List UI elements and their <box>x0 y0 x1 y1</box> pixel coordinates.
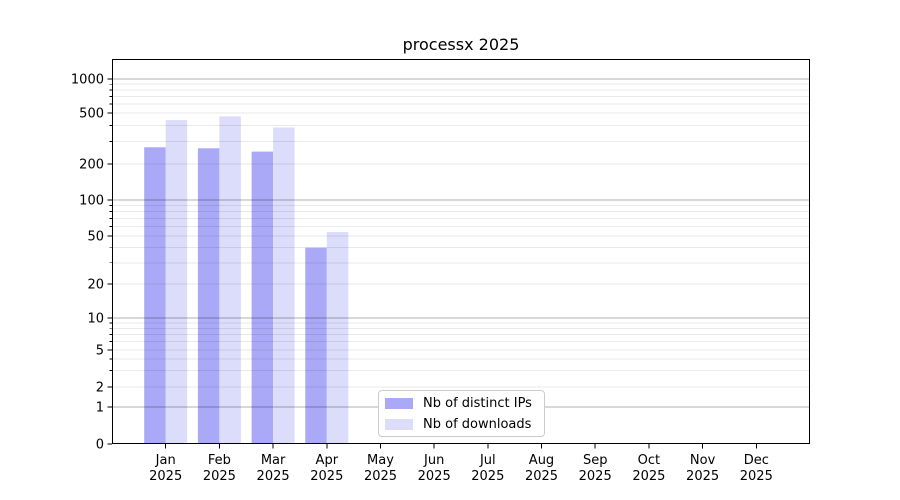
y-tick-label: 5 <box>96 344 104 359</box>
y-tick-label: 50 <box>87 230 104 245</box>
x-tick-label-month: Jun <box>423 453 444 468</box>
bar-downloads-apr <box>326 232 349 444</box>
y-tick-label: 20 <box>87 278 104 293</box>
legend-row-downloads: Nb of downloads <box>385 418 536 431</box>
x-tick-label-month: Dec <box>744 453 769 468</box>
x-tick-label-month: Nov <box>690 453 716 468</box>
y-tick-label: 100 <box>79 194 104 209</box>
x-tick-label-year: 2025 <box>418 469 451 484</box>
plot-border <box>112 59 810 444</box>
y-tick-label: 500 <box>79 107 104 122</box>
x-tick-label-year: 2025 <box>203 469 236 484</box>
legend-swatch-distinct-ips <box>385 397 413 409</box>
x-tick-label-month: Sep <box>583 453 608 468</box>
y-tick-label: 1 <box>96 401 104 416</box>
y-tick-label: 2 <box>96 381 104 396</box>
bar-distinct-ips-jan <box>144 147 166 445</box>
legend-label-distinct-ips: Nb of distinct IPs <box>423 395 532 411</box>
x-tick-label-month: Jan <box>155 453 176 468</box>
legend: Nb of distinct IPs Nb of downloads <box>378 390 545 437</box>
x-tick-label-month: Mar <box>261 453 286 468</box>
x-tick-label-year: 2025 <box>632 469 665 484</box>
bar-distinct-ips-mar <box>251 151 274 444</box>
legend-label-downloads: Nb of downloads <box>423 416 532 432</box>
x-tick-label-year: 2025 <box>364 469 397 484</box>
x-tick-label-year: 2025 <box>149 469 182 484</box>
x-tick-label-month: Feb <box>208 453 231 468</box>
x-tick-label-month: Jul <box>479 453 496 468</box>
x-tick-label-year: 2025 <box>686 469 719 484</box>
y-tick-label: 10 <box>87 312 104 327</box>
y-tick-label: 1000 <box>71 73 104 88</box>
x-tick-label-year: 2025 <box>579 469 612 484</box>
bar-downloads-feb <box>219 116 241 445</box>
x-tick-label-year: 2025 <box>525 469 558 484</box>
chart-title: processx 2025 <box>402 35 520 54</box>
legend-swatch-downloads <box>385 418 413 430</box>
x-tick-label-month: Oct <box>638 453 660 468</box>
legend-row-distinct-ips: Nb of distinct IPs <box>385 397 536 410</box>
x-tick-label-year: 2025 <box>471 469 504 484</box>
x-tick-label-month: Aug <box>529 453 554 468</box>
bar-distinct-ips-feb <box>197 148 220 445</box>
y-tick-label: 200 <box>79 158 104 173</box>
x-tick-label-month: May <box>367 453 394 468</box>
bar-downloads-jan <box>165 120 188 444</box>
x-tick-label-month: Apr <box>316 453 339 468</box>
y-tick-label: 0 <box>96 438 104 453</box>
x-tick-label-year: 2025 <box>740 469 773 484</box>
x-tick-label-year: 2025 <box>257 469 290 484</box>
x-tick-label-year: 2025 <box>310 469 343 484</box>
bar-downloads-mar <box>273 127 295 444</box>
bar-distinct-ips-apr <box>305 247 327 444</box>
